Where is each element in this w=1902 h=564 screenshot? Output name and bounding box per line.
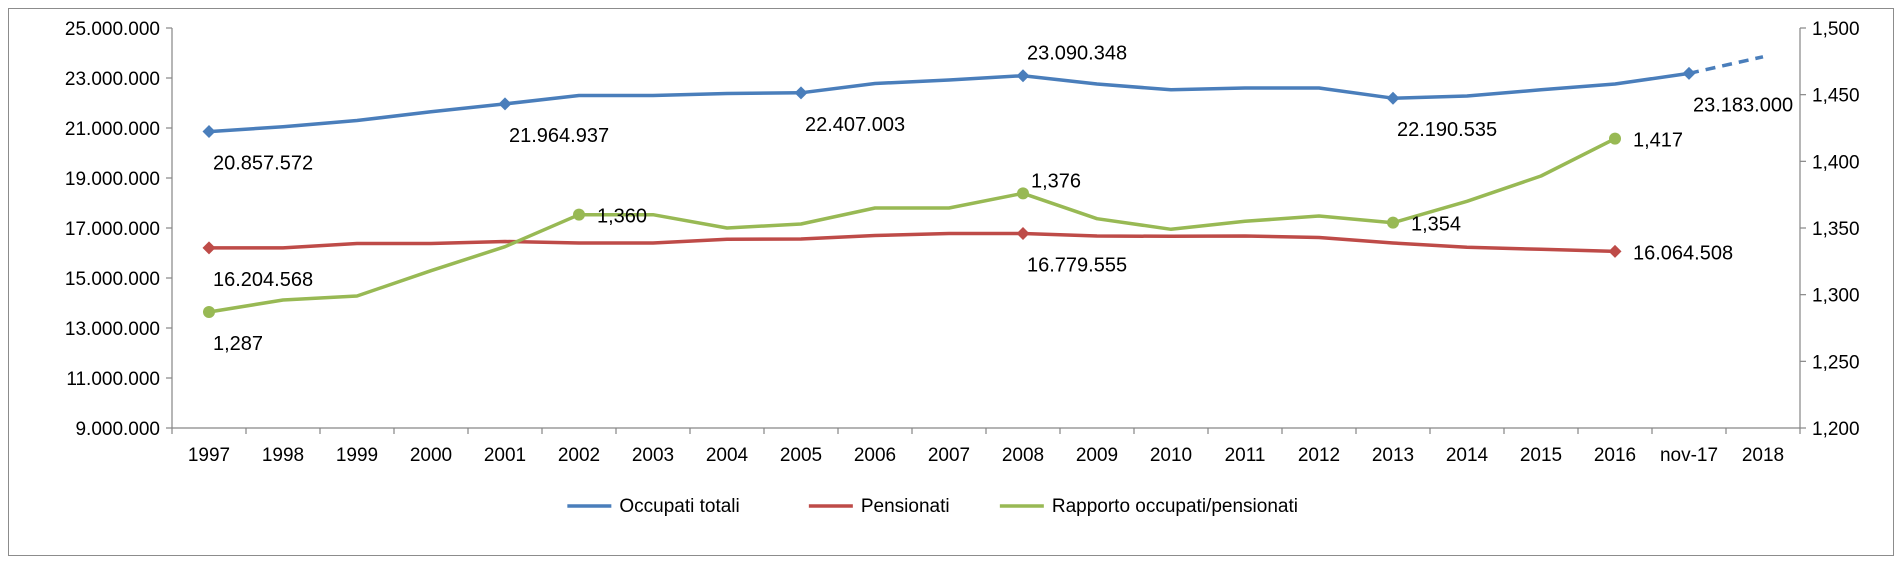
y-left-tick-label: 11.000.000 <box>66 369 160 390</box>
data-label: 22.407.003 <box>805 114 905 136</box>
y-right-tick-label: 1,350 <box>1812 219 1860 240</box>
y-left-tick-label: 9.000.000 <box>75 419 160 440</box>
series-marker-2 <box>1387 216 1399 229</box>
x-tick-label: 2009 <box>1076 445 1118 466</box>
data-label: 21.964.937 <box>509 125 609 147</box>
y-left-tick-label: 19.000.000 <box>65 169 160 190</box>
x-tick-label: 2012 <box>1298 445 1340 466</box>
x-tick-label: 2003 <box>632 445 674 466</box>
y-left-tick-label: 23.000.000 <box>65 69 160 90</box>
series-marker-2 <box>1017 187 1029 200</box>
data-label: 23.090.348 <box>1027 43 1127 65</box>
x-tick-label: 1998 <box>262 445 304 466</box>
series-marker-2 <box>573 208 585 221</box>
data-labels: 20.857.572 21.964.937 22.407.003 23.090.348… <box>213 43 1793 355</box>
x-tick-label: 2004 <box>706 445 749 466</box>
y-left-tick-label: 15.000.000 <box>65 269 160 290</box>
legend-label: Rapporto occupati/pensionati <box>1052 496 1298 517</box>
y-left-tick-label: 13.000.000 <box>65 319 160 340</box>
series-marker-0 <box>1682 66 1696 80</box>
series-marker-1 <box>1016 227 1030 241</box>
data-label: 16.204.568 <box>213 269 313 291</box>
data-label: 1,354 <box>1411 214 1461 236</box>
data-label: 16.779.555 <box>1027 255 1127 277</box>
data-label: 23.183.000 <box>1693 94 1793 116</box>
series-marker-2 <box>1609 132 1621 145</box>
y-right-tick-label: 1,450 <box>1812 86 1860 107</box>
series-line-0 <box>208 71 1690 134</box>
y-right-tick-label: 1,200 <box>1812 419 1860 440</box>
x-tick-label: 2002 <box>558 445 600 466</box>
axes: 9.000.000 11.000.000 13.000.000 15.000.000 1… <box>65 19 1860 466</box>
series-marker-1 <box>202 241 216 255</box>
series-marker-0 <box>1386 91 1400 105</box>
data-label: 1,376 <box>1031 170 1081 192</box>
y-left-tick-label: 25.000.000 <box>65 19 160 40</box>
x-tick-label: 2013 <box>1372 445 1414 466</box>
legend-label: Occupati totali <box>619 496 739 517</box>
series-markers <box>202 66 1696 318</box>
y-right-tick-label: 1,300 <box>1812 286 1860 307</box>
x-tick-label: nov-17 <box>1660 445 1718 466</box>
x-tick-label: 2016 <box>1594 445 1636 466</box>
series-marker-0 <box>498 97 512 111</box>
legend: Occupati totali Pensionati Rapporto occupa… <box>567 496 1298 517</box>
x-tick-label: 2015 <box>1520 445 1562 466</box>
x-tick-label: 2007 <box>928 445 970 466</box>
legend-label: Pensionati <box>861 496 950 517</box>
data-label: 20.857.572 <box>213 153 313 175</box>
x-tick-label: 2018 <box>1742 445 1784 466</box>
series-marker-2 <box>203 306 215 318</box>
series-lines <box>208 55 1764 314</box>
y-right-tick-label: 1,250 <box>1812 352 1860 373</box>
data-label: 16.064.508 <box>1633 242 1733 264</box>
x-tick-label: 2010 <box>1150 445 1192 466</box>
chart-frame <box>8 8 1894 556</box>
series-line-2 <box>208 137 1616 314</box>
x-tick-label: 2006 <box>854 445 896 466</box>
data-label: 1,287 <box>213 333 263 355</box>
y-left-tick-label: 21.000.000 <box>65 119 160 140</box>
x-tick-label: 2005 <box>780 445 822 466</box>
series-marker-1 <box>1608 244 1622 258</box>
series-marker-0 <box>1016 69 1030 83</box>
x-tick-label: 2011 <box>1225 445 1266 466</box>
data-label: 22.190.535 <box>1397 119 1497 141</box>
data-label: 1,360 <box>597 206 647 228</box>
y-left-tick-label: 17.000.000 <box>65 219 160 240</box>
x-tick-label: 1997 <box>188 445 230 466</box>
x-tick-label: 2000 <box>410 445 452 466</box>
x-tick-label: 2014 <box>1446 445 1489 466</box>
series-line-dashed-0 <box>1688 55 1764 76</box>
y-right-tick-label: 1,500 <box>1812 19 1860 40</box>
series-marker-0 <box>202 125 216 139</box>
x-tick-label: 2001 <box>484 445 526 466</box>
x-tick-label: 2008 <box>1002 445 1044 466</box>
data-label: 1,417 <box>1633 130 1683 152</box>
series-marker-0 <box>794 86 808 100</box>
x-tick-label: 1999 <box>336 445 378 466</box>
series-line-1 <box>209 231 1616 254</box>
y-right-tick-label: 1,400 <box>1812 152 1860 173</box>
